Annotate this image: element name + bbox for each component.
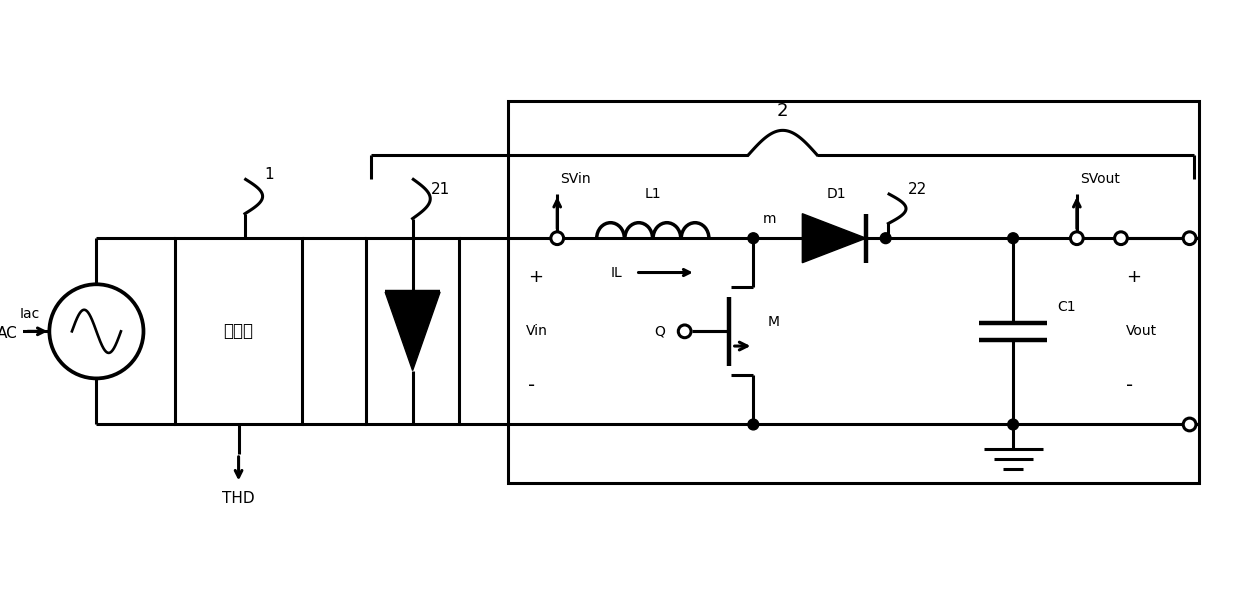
Circle shape	[1183, 418, 1195, 431]
Bar	[175, 238, 303, 424]
Text: Vout: Vout	[1126, 324, 1157, 338]
Text: SVin: SVin	[560, 173, 590, 186]
Circle shape	[678, 325, 691, 338]
Circle shape	[1183, 232, 1195, 245]
Text: +: +	[528, 269, 543, 287]
Text: 22: 22	[908, 181, 928, 196]
Text: +: +	[1126, 269, 1141, 287]
Polygon shape	[386, 292, 440, 371]
Circle shape	[748, 419, 759, 430]
Text: -: -	[528, 376, 534, 395]
Text: SVout: SVout	[1080, 173, 1120, 186]
Text: 21: 21	[430, 181, 450, 196]
Circle shape	[1008, 419, 1018, 430]
Circle shape	[1008, 233, 1018, 244]
Circle shape	[1070, 232, 1084, 245]
Text: Q: Q	[655, 324, 665, 338]
Text: Iac: Iac	[20, 307, 40, 321]
Circle shape	[880, 233, 892, 244]
Circle shape	[551, 232, 564, 245]
Text: -: -	[1126, 376, 1133, 395]
Text: 功率计: 功率计	[223, 322, 254, 340]
Text: C1: C1	[1058, 300, 1076, 314]
Text: AC: AC	[0, 326, 19, 341]
Text: D1: D1	[827, 187, 847, 201]
Bar	[366, 238, 459, 424]
Text: m: m	[763, 211, 776, 226]
Text: 2: 2	[777, 101, 789, 120]
Circle shape	[1115, 232, 1127, 245]
Text: M: M	[768, 315, 780, 328]
Text: THD: THD	[222, 491, 255, 506]
Circle shape	[748, 233, 759, 244]
Text: Vin: Vin	[526, 324, 548, 338]
Text: L1: L1	[645, 187, 661, 201]
Text: 1: 1	[264, 167, 274, 182]
Polygon shape	[802, 214, 866, 263]
Text: IL: IL	[610, 266, 622, 279]
Bar	[508, 101, 1199, 484]
